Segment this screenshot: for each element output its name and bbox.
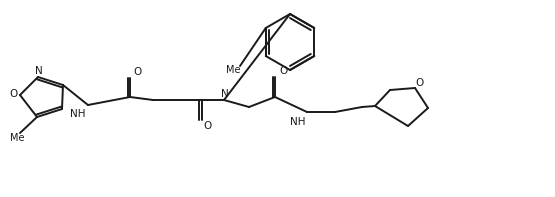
Text: O: O [279,66,287,76]
Text: O: O [204,121,212,131]
Text: O: O [415,78,423,88]
Text: NH: NH [290,117,306,127]
Text: O: O [134,67,142,77]
Text: Me: Me [226,65,240,75]
Text: NH: NH [70,109,86,119]
Text: Me: Me [10,133,24,143]
Text: O: O [10,89,18,99]
Text: N: N [35,66,43,76]
Text: N: N [221,89,229,99]
